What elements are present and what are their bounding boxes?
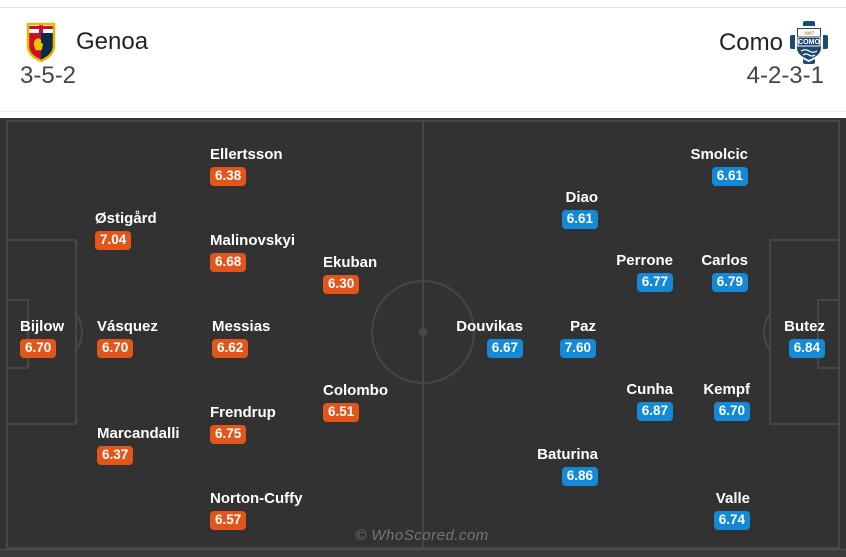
- player-name: Perrone: [616, 252, 673, 269]
- pitch-markings: [6, 120, 840, 549]
- player-rating-badge: 6.79: [711, 273, 748, 292]
- player-rating-badge: 6.37: [97, 446, 134, 465]
- player-rating-badge: 7.60: [559, 339, 596, 358]
- player-name: Ekuban: [323, 254, 378, 271]
- player-marker[interactable]: Ekuban 6.30: [323, 255, 377, 294]
- player-name: Baturina: [537, 446, 598, 463]
- player-marker[interactable]: Malinovskyi 6.68: [210, 233, 295, 272]
- svg-text:COMO: COMO: [798, 39, 820, 46]
- player-rating-badge: 6.70: [20, 339, 57, 358]
- player-name: Cunha: [626, 381, 673, 398]
- header-separator-line: [0, 111, 846, 112]
- player-name: Malinovskyi: [210, 232, 296, 249]
- player-name: Østigård: [95, 210, 157, 227]
- player-marker[interactable]: Kempf 6.70: [703, 382, 750, 421]
- player-name: Messias: [212, 318, 271, 335]
- player-rating-badge: 6.70: [713, 402, 750, 421]
- player-marker[interactable]: Cunha 6.87: [626, 382, 673, 421]
- player-marker[interactable]: Baturina 6.86: [537, 447, 598, 486]
- home-formation: 3-5-2: [20, 62, 77, 89]
- player-rating-badge: 6.38: [210, 167, 247, 186]
- pitch: Ellertsson 6.38 Østigård 7.04 Malinovskyi 6.6…: [0, 118, 846, 549]
- player-marker[interactable]: Colombo 6.51: [323, 383, 388, 422]
- svg-text:1907: 1907: [804, 31, 815, 36]
- player-marker[interactable]: Messias 6.62: [212, 319, 270, 358]
- player-marker[interactable]: Carlos 6.79: [701, 253, 748, 292]
- player-rating-badge: 6.67: [486, 339, 523, 358]
- player-rating-badge: 6.70: [97, 339, 134, 358]
- player-name: Frendrup: [210, 404, 276, 421]
- player-name: Ellertsson: [210, 146, 283, 163]
- como-crest-icon: 1907 COMO: [788, 20, 830, 65]
- player-name: Bijlow: [20, 318, 65, 335]
- player-rating-badge: 6.62: [212, 339, 249, 358]
- player-marker[interactable]: Smolcic 6.61: [690, 147, 748, 186]
- player-name: Carlos: [701, 252, 748, 269]
- player-name: Vásquez: [97, 318, 158, 335]
- player-name: Marcandalli: [97, 425, 180, 442]
- player-rating-badge: 6.51: [323, 403, 360, 422]
- home-team-name[interactable]: Genoa: [76, 28, 149, 55]
- player-marker[interactable]: Vásquez 6.70: [97, 319, 158, 358]
- player-rating-badge: 6.30: [323, 275, 360, 294]
- player-rating-badge: 6.86: [561, 467, 598, 486]
- away-team-header: Como 1907 COMO: [719, 20, 830, 65]
- player-rating-badge: 6.61: [711, 167, 748, 186]
- player-rating-badge: 6.68: [210, 253, 247, 272]
- watermark: © WhoScored.com: [355, 527, 489, 544]
- away-formation: 4-2-3-1: [746, 62, 824, 89]
- player-name: Norton-Cuffy: [210, 490, 303, 507]
- footer-strip: [0, 549, 846, 557]
- player-marker[interactable]: Norton-Cuffy 6.57: [210, 491, 302, 530]
- player-rating-badge: 6.74: [713, 511, 750, 530]
- player-rating-badge: 7.04: [95, 231, 132, 250]
- player-marker[interactable]: Valle 6.74: [713, 490, 750, 530]
- home-team-header: Genoa: [26, 22, 148, 62]
- player-marker[interactable]: Marcandalli 6.37: [97, 426, 180, 465]
- player-marker[interactable]: Bijlow 6.70: [20, 319, 64, 358]
- player-marker[interactable]: Paz 7.60: [559, 318, 596, 358]
- player-name: Paz: [570, 318, 596, 335]
- top-border-line: [0, 7, 846, 8]
- player-rating-badge: 6.75: [210, 425, 247, 444]
- player-marker[interactable]: Ellertsson 6.38: [210, 147, 283, 186]
- player-name: Butez: [784, 318, 825, 335]
- player-marker[interactable]: Frendrup 6.75: [210, 405, 276, 444]
- player-name: Douvikas: [456, 318, 523, 335]
- center-spot: [418, 327, 428, 337]
- player-rating-badge: 6.57: [210, 511, 247, 530]
- player-name: Colombo: [323, 382, 388, 399]
- player-name: Smolcic: [690, 146, 748, 163]
- away-team-name[interactable]: Como: [718, 28, 783, 56]
- player-rating-badge: 6.84: [788, 339, 825, 358]
- player-name: Diao: [565, 189, 598, 206]
- genoa-crest-icon: [26, 22, 56, 62]
- player-rating-badge: 6.87: [636, 402, 673, 421]
- player-marker[interactable]: Douvikas 6.67: [456, 319, 523, 358]
- player-rating-badge: 6.77: [636, 273, 673, 292]
- player-name: Valle: [715, 490, 750, 507]
- player-rating-badge: 6.61: [561, 210, 598, 229]
- player-marker[interactable]: Diao 6.61: [561, 189, 598, 229]
- player-marker[interactable]: Østigård 7.04: [95, 211, 157, 250]
- player-marker[interactable]: Perrone 6.77: [616, 253, 673, 292]
- player-marker[interactable]: Butez 6.84: [784, 319, 825, 358]
- player-name: Kempf: [703, 381, 750, 398]
